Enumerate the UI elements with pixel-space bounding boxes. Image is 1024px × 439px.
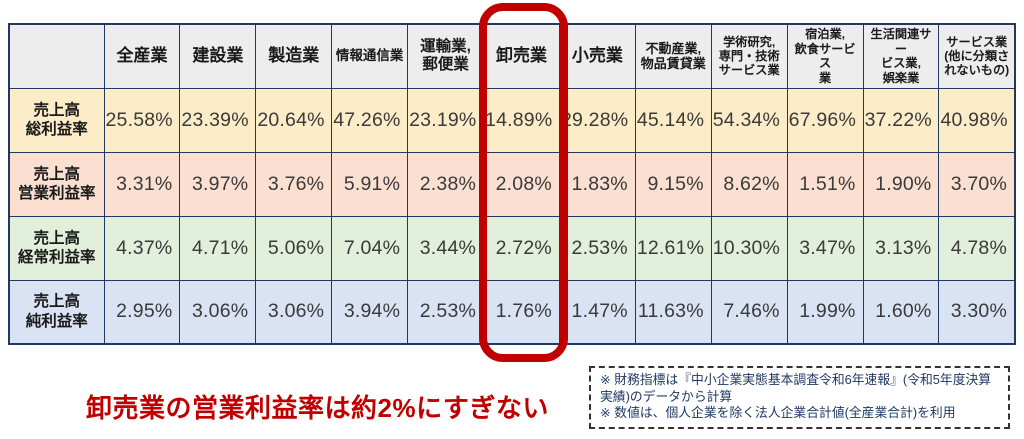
- value-cell: 3.06%: [179, 279, 257, 345]
- column-header: 運輸業, 郵便業: [407, 23, 485, 89]
- value-cell: 1.60%: [862, 279, 940, 345]
- value-cell: 4.78%: [938, 215, 1016, 281]
- value-cell: 3.30%: [938, 279, 1016, 345]
- corner-cell: [8, 23, 105, 89]
- table-header-row: 全産業 建設業 製造業 情報通信業 運輸業, 郵便業 卸売業 小売業 不動産業, 物品賃貸業学…: [8, 23, 1016, 89]
- value-cell: 2.08%: [483, 151, 560, 217]
- column-header: 小売業: [558, 23, 636, 89]
- column-header: 宿泊業, 飲食サービス 業: [786, 23, 864, 89]
- value-cell: 47.26%: [331, 87, 409, 153]
- note-box: ※ 財務指標は『中小企業実態基本調査令和6年速報』(令和5年度決算実績)のデータ…: [589, 366, 1010, 429]
- value-cell: 3.13%: [862, 215, 940, 281]
- column-header: 全産業: [103, 23, 181, 89]
- value-cell: 10.30%: [710, 215, 788, 281]
- value-cell: 5.06%: [255, 215, 333, 281]
- column-header: 卸売業: [483, 23, 560, 89]
- annotation-text: 卸売業の営業利益率は約2%にすぎない: [86, 393, 549, 423]
- value-cell: 1.51%: [786, 151, 864, 217]
- column-header: 学術研究, 専門・技術 サービス業: [710, 23, 788, 89]
- value-cell: 2.95%: [103, 279, 181, 345]
- value-cell: 8.62%: [710, 151, 788, 217]
- value-cell: 54.34%: [710, 87, 788, 153]
- value-cell: 4.71%: [179, 215, 257, 281]
- value-cell: 12.61%: [634, 215, 712, 281]
- value-cell: 1.47%: [558, 279, 636, 345]
- value-cell: 3.94%: [331, 279, 409, 345]
- row-label: 売上高 総利益率: [8, 87, 105, 153]
- column-header: 建設業: [179, 23, 257, 89]
- table-row: 売上高 純利益率 2.95% 3.06% 3.06% 3.94% 2.53% 1.76% 1.…: [8, 279, 1016, 345]
- value-cell: 3.31%: [103, 151, 181, 217]
- value-cell: 14.89%: [483, 87, 560, 153]
- value-cell: 4.37%: [103, 215, 181, 281]
- table-row: 売上高 営業利益率 3.31% 3.97% 3.76% 5.91% 2.38% 2.08% 1…: [8, 151, 1016, 217]
- row-label: 売上高 営業利益率: [8, 151, 105, 217]
- value-cell: 29.28%: [558, 87, 636, 153]
- value-cell: 23.19%: [407, 87, 485, 153]
- value-cell: 25.58%: [103, 87, 181, 153]
- column-header: サービス業 (他に分類さ れないもの): [938, 23, 1016, 89]
- column-header: 製造業: [255, 23, 333, 89]
- column-header: 不動産業, 物品賃貸業: [634, 23, 712, 89]
- value-cell: 3.76%: [255, 151, 333, 217]
- value-cell: 2.53%: [558, 215, 636, 281]
- table-row: 売上高 総利益率 25.58% 23.39% 20.64% 47.26% 23.19% 14…: [8, 87, 1016, 153]
- value-cell: 5.91%: [331, 151, 409, 217]
- row-label: 売上高 経常利益率: [8, 215, 105, 281]
- value-cell: 67.96%: [786, 87, 864, 153]
- industry-profit-table-wrap: 全産業 建設業 製造業 情報通信業 運輸業, 郵便業 卸売業 小売業 不動産業, 物品賃貸業学…: [8, 23, 1016, 345]
- value-cell: 1.99%: [786, 279, 864, 345]
- value-cell: 1.83%: [558, 151, 636, 217]
- value-cell: 1.76%: [483, 279, 560, 345]
- value-cell: 40.98%: [938, 87, 1016, 153]
- industry-profit-table: 全産業 建設業 製造業 情報通信業 運輸業, 郵便業 卸売業 小売業 不動産業, 物品賃貸業学…: [8, 23, 1016, 345]
- row-label: 売上高 純利益率: [8, 279, 105, 345]
- value-cell: 9.15%: [634, 151, 712, 217]
- value-cell: 3.06%: [255, 279, 333, 345]
- value-cell: 7.46%: [710, 279, 788, 345]
- table-row: 売上高 経常利益率 4.37% 4.71% 5.06% 7.04% 3.44% 2.72% 2…: [8, 215, 1016, 281]
- column-header: 情報通信業: [331, 23, 409, 89]
- note-item: ※ 数値は、個人企業を除く法人企業合計値(全産業合計)を利用: [600, 405, 956, 421]
- value-cell: 3.47%: [786, 215, 864, 281]
- value-cell: 3.44%: [407, 215, 485, 281]
- value-cell: 1.90%: [862, 151, 940, 217]
- value-cell: 20.64%: [255, 87, 333, 153]
- column-header: 生活関連サー ビス業, 娯楽業: [862, 23, 940, 89]
- value-cell: 23.39%: [179, 87, 257, 153]
- value-cell: 2.72%: [483, 215, 560, 281]
- value-cell: 11.63%: [634, 279, 712, 345]
- note-item: ※ 財務指標は『中小企業実態基本調査令和6年速報』(令和5年度決算実績)のデータ…: [600, 372, 992, 404]
- value-cell: 2.53%: [407, 279, 485, 345]
- value-cell: 37.22%: [862, 87, 940, 153]
- value-cell: 3.70%: [938, 151, 1016, 217]
- value-cell: 2.38%: [407, 151, 485, 217]
- value-cell: 7.04%: [331, 215, 409, 281]
- value-cell: 45.14%: [634, 87, 712, 153]
- value-cell: 3.97%: [179, 151, 257, 217]
